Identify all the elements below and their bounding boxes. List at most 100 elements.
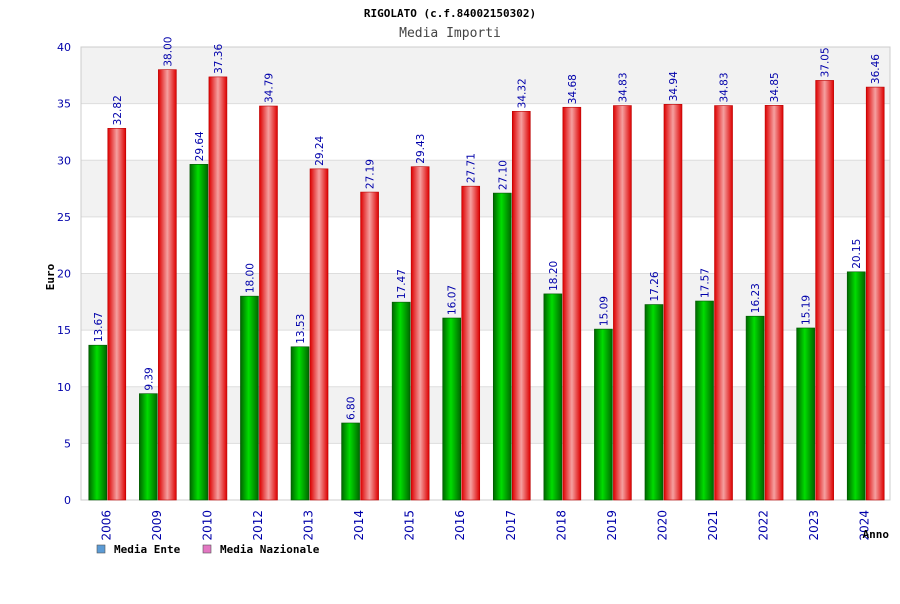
bar-media-ente xyxy=(492,192,512,501)
data-label: 16.23 xyxy=(750,283,762,313)
bar-media-nazionale xyxy=(360,191,379,501)
bar-media-ente xyxy=(341,422,360,501)
data-label: 27.10 xyxy=(497,160,509,190)
data-label: 13.67 xyxy=(93,312,105,342)
legend-swatch xyxy=(202,544,212,554)
y-tick-label: 40 xyxy=(57,41,71,54)
data-label: 37.05 xyxy=(820,47,832,77)
bar-media-ente xyxy=(543,293,563,501)
bar-media-ente xyxy=(846,271,866,501)
bar-media-nazionale xyxy=(309,168,329,501)
data-label: 18.20 xyxy=(548,261,560,291)
bars xyxy=(88,69,885,501)
x-tick-label: 2023 xyxy=(807,510,821,541)
bar-media-ente xyxy=(139,393,158,501)
data-label: 17.47 xyxy=(396,269,408,299)
bar-media-nazionale xyxy=(815,80,834,501)
data-label: 34.79 xyxy=(263,73,275,103)
y-axis-label: Euro xyxy=(44,263,57,290)
x-tick-label: 2006 xyxy=(99,510,113,541)
data-label: 34.85 xyxy=(769,72,781,102)
data-label: 18.00 xyxy=(244,263,256,293)
x-tick-label: 2015 xyxy=(403,510,417,541)
data-label: 16.07 xyxy=(447,285,459,315)
data-label: 37.36 xyxy=(213,44,225,74)
data-label: 15.09 xyxy=(598,296,610,326)
bar-media-ente xyxy=(594,328,613,501)
data-label: 29.43 xyxy=(415,134,427,164)
bar-media-ente xyxy=(442,317,462,501)
bar-media-ente xyxy=(796,327,815,501)
chart-subtitle: Media Importi xyxy=(399,26,501,41)
y-tick-label: 5 xyxy=(64,437,71,450)
y-tick-label: 30 xyxy=(57,154,71,167)
y-tick-label: 0 xyxy=(64,494,71,507)
x-tick-label: 2018 xyxy=(554,510,568,541)
legend-swatch xyxy=(96,544,106,554)
x-tick-label: 2021 xyxy=(706,510,720,541)
x-tick-label: 2010 xyxy=(200,510,214,541)
data-label: 9.39 xyxy=(143,367,155,390)
legend: Media Ente Media Nazionale xyxy=(96,543,320,556)
bar-media-nazionale xyxy=(511,111,531,501)
y-tick-label: 10 xyxy=(57,381,71,394)
bar-media-nazionale xyxy=(865,86,885,501)
x-tick-label: 2019 xyxy=(605,510,619,541)
data-label: 34.83 xyxy=(719,72,731,102)
bar-media-nazionale xyxy=(158,69,177,501)
legend-label: Media Ente xyxy=(114,543,181,556)
x-tick-label: 2009 xyxy=(150,510,164,541)
bar-media-ente xyxy=(745,315,765,501)
x-tick-label: 2016 xyxy=(453,510,467,541)
data-label: 34.32 xyxy=(516,78,528,108)
chart-title: RIGOLATO (c.f.84002150302) xyxy=(364,7,536,20)
data-label: 17.26 xyxy=(649,271,661,301)
x-tick-label: 2020 xyxy=(655,510,669,541)
x-tick-label: 2014 xyxy=(352,510,366,541)
data-label: 34.68 xyxy=(567,74,579,104)
y-tick-label: 20 xyxy=(57,268,71,281)
legend-label: Media Nazionale xyxy=(220,543,320,556)
data-label: 17.57 xyxy=(700,268,712,298)
data-label: 6.80 xyxy=(346,397,358,420)
data-label: 27.71 xyxy=(466,153,478,183)
bar-media-nazionale xyxy=(107,128,127,501)
value-labels: 13.67 32.82 9.39 38.00 29.64 37.36 18.00 34.79 1… xyxy=(93,37,882,420)
data-label: 32.82 xyxy=(112,95,124,125)
x-tick-label: 2017 xyxy=(504,510,518,541)
data-label: 36.46 xyxy=(870,54,882,84)
bar-media-nazionale xyxy=(208,76,228,501)
y-tick-label: 35 xyxy=(57,98,71,111)
bar-media-ente xyxy=(189,164,209,501)
bar-media-ente xyxy=(644,304,664,501)
data-label: 34.94 xyxy=(668,71,680,101)
bar-media-ente xyxy=(88,344,108,501)
bar-media-nazionale xyxy=(259,105,278,501)
data-label: 27.19 xyxy=(365,159,377,189)
bar-media-nazionale xyxy=(410,166,430,501)
bar-media-ente xyxy=(290,346,310,501)
data-label: 38.00 xyxy=(162,37,174,67)
data-label: 29.64 xyxy=(194,131,206,161)
data-label: 15.19 xyxy=(801,295,813,325)
bar-media-nazionale xyxy=(663,104,683,501)
y-axis-ticks: 0 5 10 15 20 25 30 35 40 xyxy=(57,41,71,507)
data-label: 13.53 xyxy=(295,314,307,344)
x-tick-label: 2024 xyxy=(858,510,872,541)
bar-media-nazionale xyxy=(714,105,733,501)
x-tick-label: 2012 xyxy=(251,510,265,541)
data-label: 29.24 xyxy=(314,135,326,165)
x-axis-label: Anno xyxy=(863,528,890,541)
bar-media-nazionale xyxy=(461,185,481,501)
x-axis-ticks: 2006 2009 2010 2012 2013 2014 2015 2016 2017 2018… xyxy=(99,510,871,541)
bar-media-ente xyxy=(391,301,411,501)
bar-media-ente xyxy=(695,300,714,501)
bar-media-nazionale xyxy=(613,105,632,501)
x-tick-label: 2013 xyxy=(302,510,316,541)
y-tick-label: 15 xyxy=(57,324,71,337)
bar-media-ente xyxy=(240,295,259,501)
bar-media-nazionale xyxy=(562,106,582,501)
plot-border xyxy=(80,46,891,501)
